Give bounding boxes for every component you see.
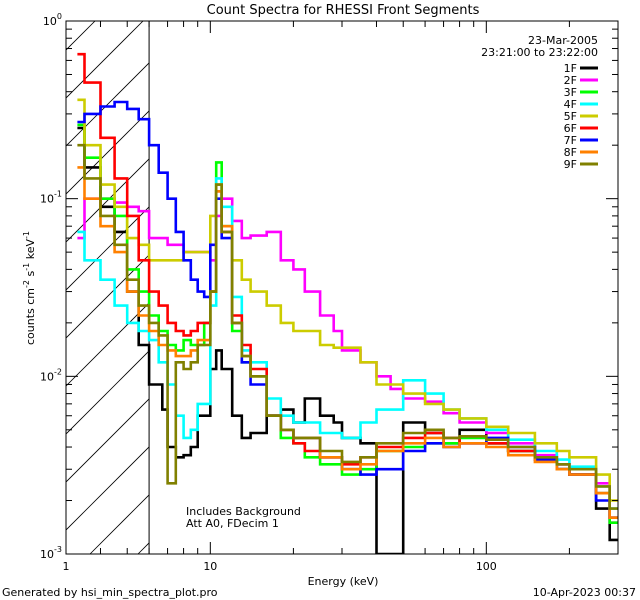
legend-label-3F: 3F — [564, 86, 577, 99]
hatch-line — [66, 398, 150, 483]
legend-label-9F: 9F — [564, 158, 577, 171]
y-tick-exponent: 0 — [57, 12, 62, 21]
x-tick-label: 100 — [476, 560, 497, 573]
legend-label-4F: 4F — [564, 98, 577, 111]
x-tick-label: 10 — [203, 560, 217, 573]
chart-title: Count Spectra for RHESSI Front Segments — [207, 3, 480, 18]
legend-label-7F: 7F — [564, 134, 577, 147]
y-tick-exponent: -1 — [54, 190, 62, 199]
hatch-line — [66, 206, 150, 291]
hatch-line — [66, 446, 150, 531]
y-tick-label: 100 — [43, 12, 62, 28]
legend-label-1F: 1F — [564, 62, 577, 75]
y-tick-mantissa: 10 — [40, 370, 54, 383]
y-tick-label: 10-3 — [40, 545, 62, 561]
legend-label-2F: 2F — [564, 74, 577, 87]
ylabel-s: s — [24, 270, 37, 279]
legend-label-6F: 6F — [564, 122, 577, 135]
ylabel-exp2: -1 — [22, 263, 31, 271]
annotation-background: Includes Background — [186, 505, 301, 518]
series-line-6F — [77, 52, 618, 519]
x-axis-label: Energy (keV) — [308, 575, 379, 588]
ylabel-exp1: -2 — [22, 280, 31, 288]
ylabel-exp3: -1 — [22, 231, 31, 239]
y-tick-label: 10-1 — [40, 190, 62, 206]
footer-generated-by: Generated by hsi_min_spectra_plot.pro — [2, 586, 218, 599]
series-line-9F — [77, 143, 618, 510]
legend-label-8F: 8F — [564, 146, 577, 159]
hatch-line — [66, 21, 144, 99]
footer-timestamp: 10-Apr-2023 00:37 — [533, 586, 636, 599]
y-tick-label: 10-2 — [40, 367, 62, 383]
time-range-label: 23:21:00 to 23:22:00 — [481, 46, 598, 59]
y-tick-exponent: -2 — [54, 367, 62, 376]
legend-label-5F: 5F — [564, 110, 577, 123]
ylabel-base: counts cm — [24, 288, 37, 345]
series-line-5F — [77, 98, 618, 502]
date-label: 23-Mar-2005 — [528, 34, 598, 47]
y-tick-mantissa: 10 — [40, 193, 54, 206]
y-tick-mantissa: 10 — [40, 548, 54, 561]
y-tick-exponent: -3 — [54, 545, 62, 554]
annotation-attenuator: Att A0, FDecim 1 — [186, 517, 279, 530]
x-tick-label-edge: 1 — [63, 560, 70, 573]
ylabel-kev: keV — [24, 239, 37, 263]
series-line-4F — [77, 177, 618, 510]
y-axis-label: counts cm-2 s-1 keV-1 — [22, 231, 37, 345]
y-tick-mantissa: 10 — [43, 15, 57, 28]
